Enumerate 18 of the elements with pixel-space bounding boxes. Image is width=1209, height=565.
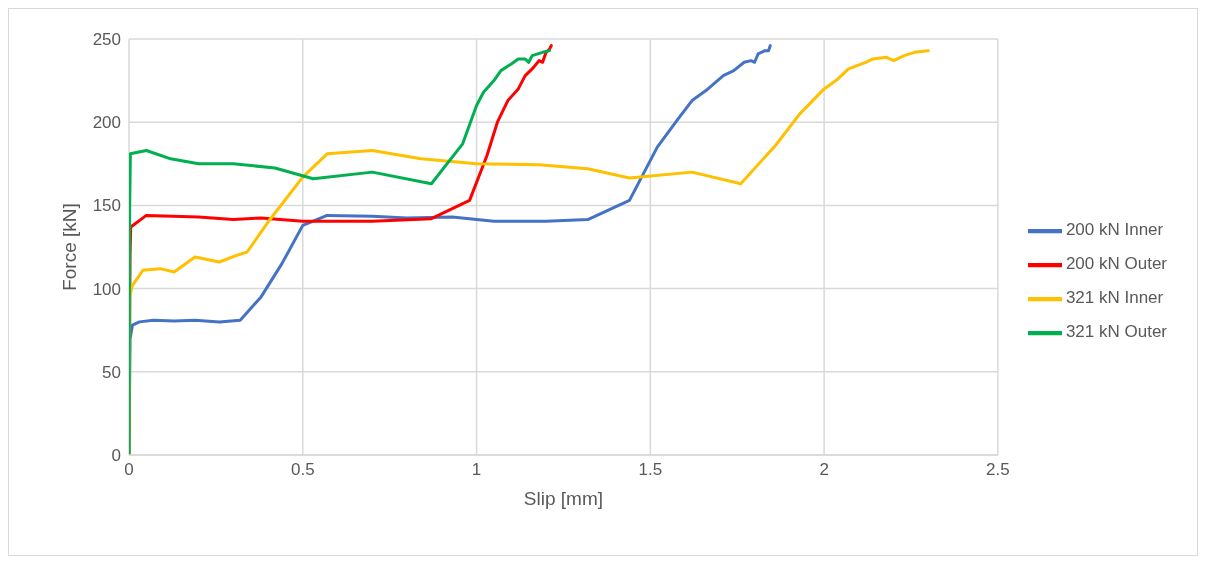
x-tick-label: 0.5 xyxy=(290,460,315,480)
legend-label: 200 kN Outer xyxy=(1065,254,1167,274)
x-tick-label: 0 xyxy=(124,460,134,480)
legend-label: 321 kN Outer xyxy=(1065,322,1167,342)
y-tick-label: 250 xyxy=(92,30,121,50)
y-axis-title: Force [kN] xyxy=(58,203,80,291)
x-tick-label: 2 xyxy=(819,460,829,480)
x-tick-label: 1.5 xyxy=(638,460,663,480)
x-axis-title: Slip [mm] xyxy=(523,488,604,509)
legend-label: 321 kN Inner xyxy=(1065,288,1164,308)
x-tick-label: 1 xyxy=(471,460,482,480)
y-tick-label: 150 xyxy=(92,196,121,216)
y-tick-label: 50 xyxy=(102,362,121,382)
x-tick-label: 2.5 xyxy=(986,460,1010,480)
y-tick-label: 0 xyxy=(111,446,121,466)
y-tick-label: 200 xyxy=(92,113,121,133)
y-tick-label: 100 xyxy=(92,279,121,299)
legend-label: 200 kN Inner xyxy=(1065,220,1164,240)
